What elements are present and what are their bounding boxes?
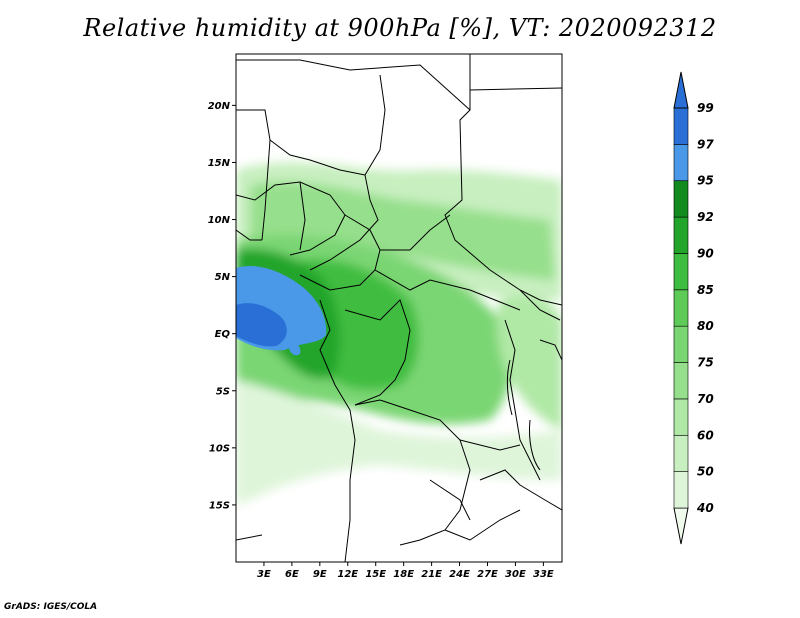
lon-tick-label: 24E	[449, 569, 470, 580]
colorbar-label: 97	[697, 137, 714, 151]
colorbar-bin	[673, 107, 689, 145]
longitude-axis: 3E 6E 9E 12E 15E 18E 21E 24E 27E 30E 33E	[257, 562, 554, 580]
humidity-patch-congo-west	[240, 289, 256, 302]
colorbar-label: 70	[697, 392, 714, 406]
humidity-region-north-core	[250, 181, 555, 280]
colorbar-bin	[673, 325, 689, 363]
chart-title: Relative humidity at 900hPa [%], VT: 202…	[83, 14, 717, 42]
lon-tick-label: 9E	[313, 569, 327, 580]
lat-tick-label: 15S	[209, 500, 230, 511]
humidity-field	[236, 162, 562, 505]
credit-text: GrADS: IGES/COLA	[4, 602, 98, 612]
lat-tick-label: 10S	[209, 443, 230, 454]
lon-tick-label: 27E	[477, 569, 498, 580]
humidity-region-south	[236, 380, 562, 505]
lat-tick-label: 5S	[216, 386, 230, 397]
colorbar-bin	[673, 289, 689, 327]
colorbar-label: 99	[697, 101, 714, 115]
lat-tick-label: 20N	[208, 101, 231, 112]
colorbar-label: 75	[697, 356, 714, 370]
colorbar-bin	[673, 362, 689, 400]
colorbar-bin	[673, 144, 689, 182]
colorbar-label: 50	[697, 465, 714, 479]
colorbar: 40 50 60 70 75 80 85 90 92 95 97 99	[673, 71, 714, 545]
lon-tick-label: 3E	[257, 569, 271, 580]
colorbar-bin	[673, 180, 689, 218]
humidity-patch-south	[288, 341, 301, 356]
lat-tick-label: 5N	[215, 272, 231, 283]
humidity-region-saturated-core	[236, 303, 287, 347]
lon-tick-label: 33E	[533, 569, 554, 580]
colorbar-bin	[673, 507, 689, 545]
lon-tick-label: 15E	[365, 569, 386, 580]
colorbar-label: 85	[697, 283, 714, 297]
lat-tick-label: EQ	[215, 329, 231, 340]
colorbar-label: 90	[697, 246, 714, 260]
lat-tick-label: 10N	[208, 215, 231, 226]
colorbar-label: 95	[697, 174, 714, 188]
latitude-axis: 20N 15N 10N 5N EQ 5S 10S 15S	[208, 101, 236, 511]
colorbar-bin	[673, 71, 689, 109]
colorbar-bin	[673, 471, 689, 509]
plot-frame	[235, 53, 563, 563]
colorbar-bin	[673, 398, 689, 436]
colorbar-bin	[673, 253, 689, 291]
lon-tick-label: 18E	[393, 569, 414, 580]
colorbar-bin	[673, 434, 689, 472]
colorbar-label: 92	[697, 210, 714, 224]
lat-tick-label: 15N	[208, 158, 231, 169]
humidity-patch-cameroon	[300, 316, 324, 334]
lon-tick-label: 21E	[421, 569, 442, 580]
colorbar-label: 60	[697, 428, 714, 442]
colorbar-label: 80	[697, 319, 714, 333]
lon-tick-label: 6E	[285, 569, 299, 580]
lon-tick-label: 12E	[337, 569, 358, 580]
colorbar-label: 40	[696, 501, 714, 515]
country-boundaries	[236, 54, 562, 562]
lon-tick-label: 30E	[505, 569, 526, 580]
colorbar-bin	[673, 216, 689, 254]
humidity-region-lakes	[496, 296, 562, 430]
